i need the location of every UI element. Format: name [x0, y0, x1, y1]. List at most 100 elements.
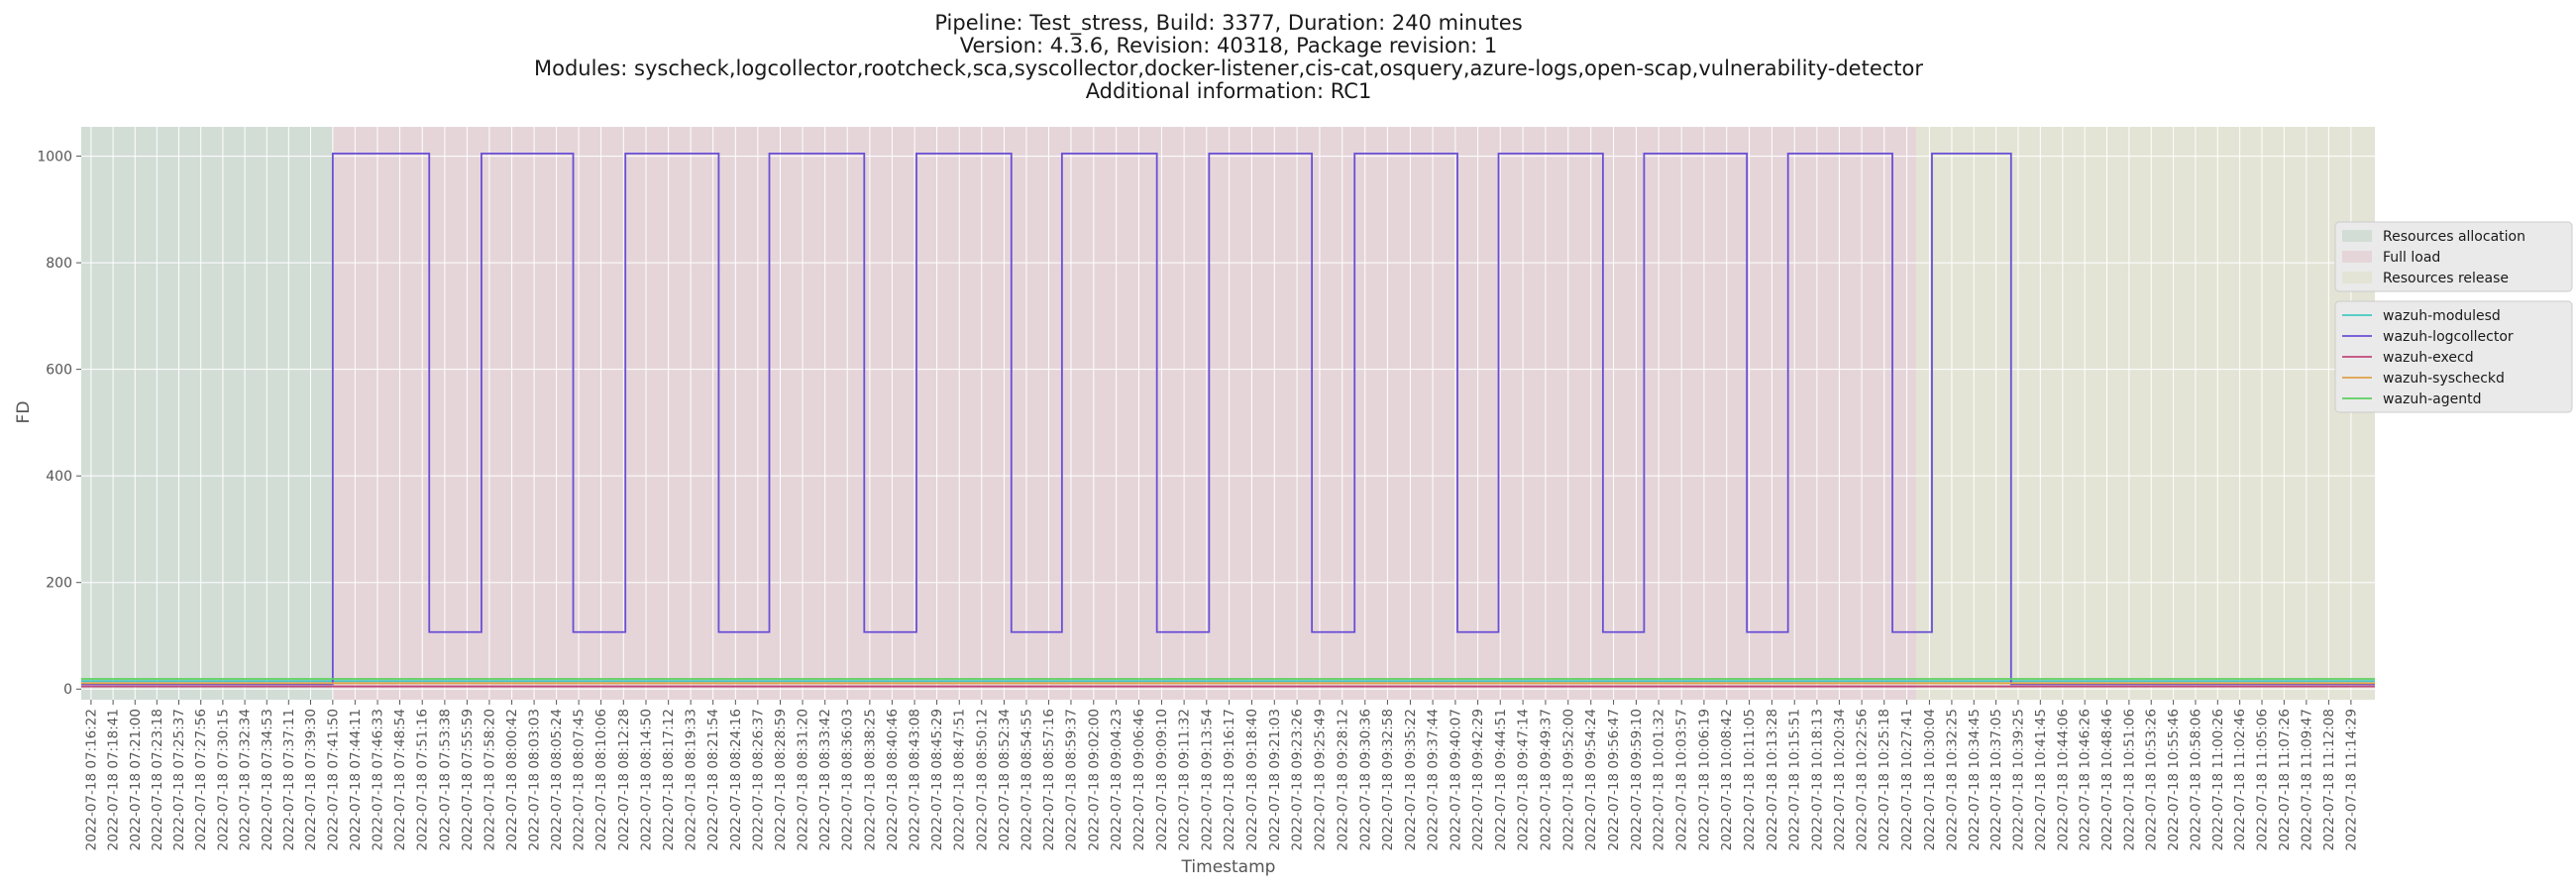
title-line-modules: Modules: syscheck,logcollector,rootcheck… [534, 56, 1923, 80]
x-tick-label: 2022-07-18 09:23:26 [1290, 709, 1306, 850]
y-tick-label: 800 [46, 256, 72, 272]
legend-label-wazuh-logcollector: wazuh-logcollector [2383, 329, 2514, 345]
x-tick-label: 2022-07-18 10:27:41 [1899, 709, 1915, 850]
x-tick-label: 2022-07-18 07:30:15 [215, 709, 231, 850]
x-tick-label: 2022-07-18 10:08:42 [1719, 709, 1735, 850]
x-axis-label: Timestamp [1181, 857, 1276, 877]
x-tick-label: 2022-07-18 10:11:05 [1742, 709, 1758, 850]
x-tick-label: 2022-07-18 11:14:29 [2343, 709, 2359, 850]
x-tick-label: 2022-07-18 07:34:53 [260, 709, 275, 850]
x-tick-label: 2022-07-18 09:06:46 [1131, 709, 1147, 850]
x-tick-label: 2022-07-18 08:31:20 [796, 709, 811, 850]
x-tick-label: 2022-07-18 10:25:18 [1877, 709, 1892, 850]
x-tick-label: 2022-07-18 08:07:45 [572, 709, 588, 850]
x-tick-label: 2022-07-18 09:52:00 [1560, 709, 1576, 850]
x-tick-label: 2022-07-18 10:39:25 [2010, 709, 2026, 850]
legend-swatch-resources-release [2342, 272, 2372, 283]
x-tick-label: 2022-07-18 09:42:29 [1470, 709, 1486, 850]
x-tick-label: 2022-07-18 10:30:04 [1922, 709, 1938, 850]
legend-phases-frame [2334, 221, 2573, 292]
x-tick-label: 2022-07-18 07:46:33 [371, 709, 386, 850]
x-tick-label: 2022-07-18 08:10:06 [593, 709, 609, 850]
legend-label-wazuh-syscheckd: wazuh-syscheckd [2383, 371, 2505, 387]
x-tick-label: 2022-07-18 09:44:51 [1493, 709, 1509, 850]
x-tick-label: 2022-07-18 07:41:50 [325, 709, 341, 850]
title-line-pipeline: Pipeline: Test_stress, Build: 3377, Dura… [934, 11, 1522, 36]
legend-label-wazuh-execd: wazuh-execd [2383, 350, 2474, 366]
x-tick-label: 2022-07-18 07:53:38 [437, 709, 453, 850]
x-tick-label: 2022-07-18 09:25:49 [1312, 709, 1328, 850]
x-tick-label: 2022-07-18 08:33:42 [817, 709, 833, 850]
x-tick-label: 2022-07-18 07:48:54 [392, 709, 408, 850]
x-tick-label: 2022-07-18 10:58:06 [2188, 709, 2203, 850]
x-tick-label: 2022-07-18 07:37:11 [281, 709, 297, 850]
x-tick-label: 2022-07-18 11:07:26 [2277, 709, 2293, 850]
x-tick-label: 2022-07-18 10:13:28 [1765, 709, 1780, 850]
grid-lines [81, 127, 2375, 700]
x-tick-label: 2022-07-18 09:28:12 [1335, 709, 1350, 850]
legend-swatch-resources-allocation [2342, 230, 2372, 242]
x-tick-label: 2022-07-18 08:24:16 [728, 709, 744, 850]
x-tick-label: 2022-07-18 10:18:13 [1809, 709, 1825, 850]
x-tick-label: 2022-07-18 08:03:03 [527, 709, 543, 850]
x-tick-label: 2022-07-18 07:27:56 [193, 709, 209, 850]
x-tick-label: 2022-07-18 08:05:24 [549, 709, 565, 850]
x-tick-label: 2022-07-18 11:09:47 [2299, 709, 2314, 850]
x-tick-label: 2022-07-18 10:01:32 [1652, 709, 1667, 850]
legend-label-wazuh-agentd: wazuh-agentd [2383, 391, 2482, 407]
x-tick-label: 2022-07-18 08:36:03 [840, 709, 856, 850]
legend-series: wazuh-modulesd wazuh-logcollector wazuh-ex… [2334, 300, 2573, 413]
x-tick-label: 2022-07-18 10:53:26 [2144, 709, 2160, 850]
x-tick-label: 2022-07-18 11:05:06 [2255, 709, 2271, 850]
x-tick-label: 2022-07-18 08:59:37 [1063, 709, 1079, 850]
x-tick-label: 2022-07-18 09:30:36 [1357, 709, 1373, 850]
x-tick-labels: 2022-07-18 07:16:22 2022-07-18 07:18:41 20… [83, 700, 2359, 850]
x-tick-label: 2022-07-18 08:14:50 [638, 709, 654, 850]
x-tick-label: 2022-07-18 09:02:00 [1086, 709, 1102, 850]
x-tick-label: 2022-07-18 09:13:54 [1199, 709, 1215, 850]
x-tick-label: 2022-07-18 10:32:25 [1944, 709, 1960, 850]
x-tick-label: 2022-07-18 08:00:42 [504, 709, 520, 850]
x-tick-label: 2022-07-18 07:23:18 [150, 709, 165, 850]
x-tick-label: 2022-07-18 10:51:06 [2121, 709, 2137, 850]
x-tick-label: 2022-07-18 10:22:56 [1855, 709, 1871, 850]
x-tick-label: 2022-07-18 07:58:20 [482, 709, 497, 850]
x-tick-label: 2022-07-18 08:50:12 [974, 709, 990, 850]
x-tick-label: 2022-07-18 09:11:32 [1177, 709, 1193, 850]
x-tick-label: 2022-07-18 10:15:51 [1787, 709, 1803, 850]
x-tick-label: 2022-07-18 07:25:37 [171, 709, 187, 850]
phase-band-resources-allocation [81, 127, 333, 700]
x-tick-label: 2022-07-18 10:06:19 [1696, 709, 1712, 850]
x-tick-label: 2022-07-18 08:21:54 [705, 709, 721, 850]
x-tick-label: 2022-07-18 07:21:00 [128, 709, 144, 850]
series-line-wazuh-logcollector [81, 152, 2375, 686]
y-tick-label: 200 [46, 576, 72, 592]
x-tick-label: 2022-07-18 09:04:23 [1109, 709, 1125, 850]
title-line-version: Version: 4.3.6, Revision: 40318, Package… [960, 34, 1498, 57]
x-tick-label: 2022-07-18 08:38:25 [862, 709, 878, 850]
x-tick-label: 2022-07-18 09:54:24 [1583, 709, 1599, 850]
legend-series-frame [2334, 300, 2573, 413]
x-tick-label: 2022-07-18 10:37:05 [1988, 709, 2004, 850]
x-tick-label: 2022-07-18 11:00:26 [2210, 709, 2226, 850]
legend-label-resources-allocation: Resources allocation [2383, 229, 2525, 245]
x-tick-label: 2022-07-18 09:35:22 [1403, 709, 1419, 850]
x-tick-label: 2022-07-18 09:21:03 [1267, 709, 1283, 850]
x-tick-label: 2022-07-18 09:40:07 [1448, 709, 1463, 850]
x-tick-label: 2022-07-18 08:45:29 [929, 709, 945, 850]
chart-title: Pipeline: Test_stress, Build: 3377, Dura… [534, 11, 1923, 103]
x-tick-label: 2022-07-18 08:43:08 [908, 709, 923, 850]
x-tick-label: 2022-07-18 08:47:51 [952, 709, 968, 850]
x-tick-label: 2022-07-18 07:18:41 [106, 709, 122, 850]
x-tick-label: 2022-07-18 08:26:37 [750, 709, 766, 850]
x-tick-label: 2022-07-18 10:20:34 [1832, 709, 1848, 850]
phase-bands [81, 127, 2375, 700]
x-tick-label: 2022-07-18 08:52:34 [997, 709, 1013, 850]
x-tick-label: 2022-07-18 09:18:40 [1244, 709, 1260, 850]
x-tick-label: 2022-07-18 08:57:16 [1041, 709, 1057, 850]
x-tick-label: 2022-07-18 09:49:37 [1538, 709, 1554, 850]
x-tick-label: 2022-07-18 08:28:59 [773, 709, 789, 850]
title-line-additional-info: Additional information: RC1 [1086, 79, 1372, 103]
x-tick-label: 2022-07-18 07:44:11 [348, 709, 364, 850]
x-tick-label: 2022-07-18 10:34:45 [1967, 709, 1983, 850]
